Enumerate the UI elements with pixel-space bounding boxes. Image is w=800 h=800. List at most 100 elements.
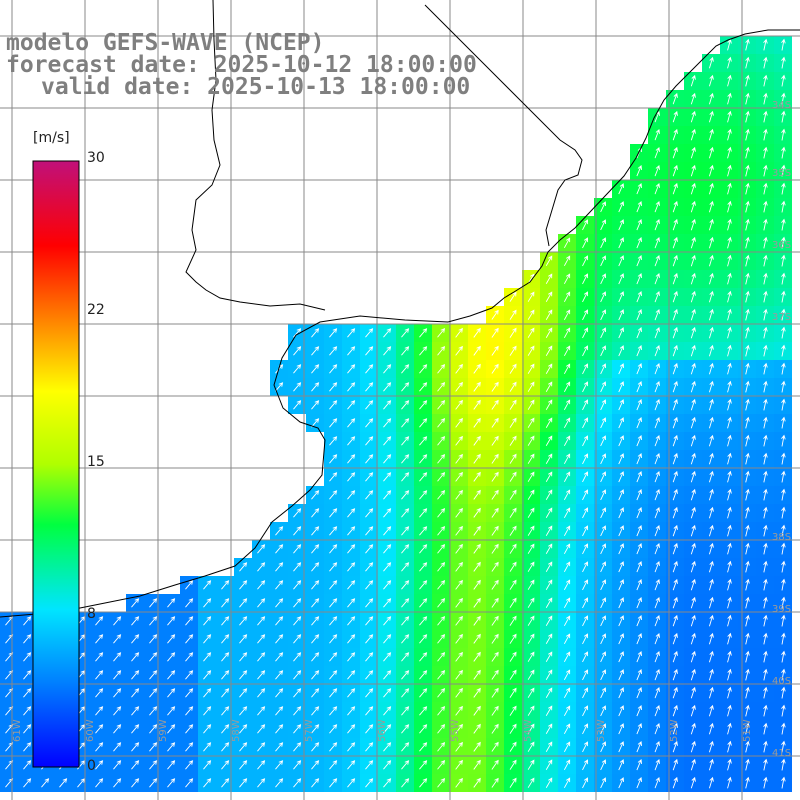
wind-arrow [383,436,392,446]
wind-arrow [527,759,535,770]
wind-arrow [781,344,786,357]
wind-arrow [672,524,678,537]
wind-arrow [708,254,714,267]
wind-arrow [329,616,338,626]
wind-arrow [582,651,589,663]
wind-arrow [473,687,481,698]
wind-arrow [600,201,607,213]
wind-arrow [727,92,732,105]
wind-arrow [437,346,446,356]
wind-arrow [708,218,714,231]
wind-arrow [600,579,607,591]
wind-arrow [672,704,678,717]
wind-arrow [311,706,320,716]
wind-arrow [401,544,410,554]
wind-arrow [727,776,732,789]
wind-arrow [745,704,750,717]
wind-arrow [257,598,266,608]
wind-arrow [455,759,463,770]
wind-arrow [491,327,499,338]
wind-arrow [654,650,660,663]
wind-arrow [672,488,678,501]
wind-arrow [473,597,481,608]
wind-arrow [690,290,696,303]
wind-arrow [690,398,696,411]
wind-arrow [582,687,589,699]
wind-arrow [636,381,642,393]
wind-arrow [672,326,678,339]
wind-arrow [636,309,642,321]
wind-arrow [131,634,140,644]
wind-arrow [419,742,428,752]
wind-arrow [727,668,732,681]
wind-arrow [600,561,607,573]
wind-arrow [455,723,463,734]
wind-arrow [690,434,696,447]
wind-arrow [383,400,392,410]
wind-arrow [636,543,642,555]
wind-arrow [654,218,660,231]
wind-arrow [275,724,284,734]
wind-arrow [275,580,284,590]
wind-arrow [23,760,32,770]
wind-arrow [618,219,625,231]
wind-arrow [383,760,392,770]
wind-arrow [618,327,625,339]
wind-arrow [745,308,750,321]
wind-arrow [311,544,320,554]
wind-arrow [727,452,732,465]
wind-arrow [745,452,750,465]
wind-arrow [600,543,607,555]
wind-arrow [763,218,768,231]
wind-arrow [167,598,176,608]
wind-arrow [509,687,517,698]
wind-arrow [509,615,517,626]
wind-arrow [527,669,535,680]
wind-arrow [185,724,194,734]
wind-arrow [636,453,642,465]
lon-label: 53W [596,719,607,742]
wind-arrow [113,652,122,662]
wind-arrow [763,722,768,735]
wind-arrow [708,362,714,375]
wind-arrow [745,110,750,123]
wind-arrow [257,760,266,770]
wind-arrow [563,615,571,627]
wind-arrow [149,760,158,770]
wind-arrow [763,326,768,339]
wind-arrow [401,598,410,608]
wind-arrow [636,345,642,357]
wind-arrow [563,561,571,573]
wind-arrow [672,254,678,267]
wind-arrow [455,543,463,554]
wind-arrow [600,417,607,429]
wind-arrow [329,598,338,608]
wind-arrow [383,328,392,338]
wind-arrow [672,128,678,141]
wind-arrow [563,759,571,771]
wind-arrow [600,237,607,249]
wind-arrow [509,669,517,680]
wind-arrow [365,580,374,590]
wind-arrow [257,706,266,716]
wind-arrow [654,200,660,213]
wind-arrow [690,200,696,213]
wind-arrow [491,651,499,662]
wind-arrow [582,543,589,555]
wind-arrow [545,651,553,662]
wind-arrow [781,686,786,699]
wind-arrow [329,436,338,446]
wind-arrow [239,760,248,770]
wind-arrow [437,652,446,662]
wind-arrow [167,724,176,734]
wind-arrow [600,615,607,627]
wind-arrow [636,489,642,501]
wind-arrow [582,417,589,429]
wind-arrow [347,454,356,464]
wind-arrow [509,651,517,662]
wind-arrow [437,670,446,680]
wind-arrow [275,778,284,788]
wind-arrow [257,688,266,698]
wind-arrow [419,544,428,554]
wind-arrow [365,670,374,680]
